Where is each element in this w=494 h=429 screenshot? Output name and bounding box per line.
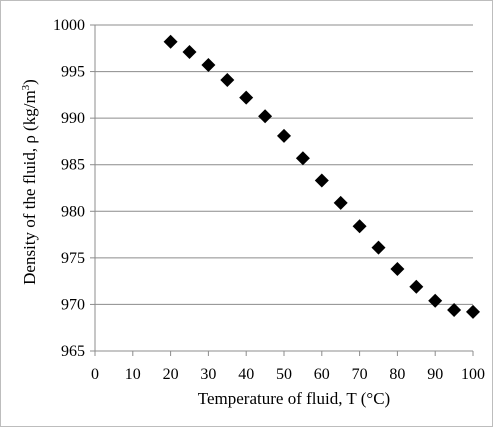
x-tick-labels: 0 10 20 30 40 50 60 70 80 90 100 — [91, 366, 485, 383]
x-tick-label: 20 — [163, 366, 179, 383]
x-tick-label: 60 — [314, 366, 330, 383]
data-point — [295, 151, 310, 166]
x-tick-label: 90 — [427, 366, 443, 383]
y-tick-label: 970 — [61, 296, 85, 313]
x-tick-label: 30 — [200, 366, 216, 383]
gridlines — [95, 24, 473, 305]
data-point — [220, 72, 235, 87]
data-point — [466, 304, 480, 319]
y-tick-label: 985 — [61, 157, 85, 174]
data-point — [182, 45, 197, 60]
y-tick-label: 965 — [61, 343, 85, 360]
x-tick-label: 10 — [125, 366, 141, 383]
y-tick-label: 995 — [61, 64, 85, 81]
y-tick-label: 980 — [61, 203, 85, 220]
y-axis-label-main: Density of the fluid, ρ (kg/m — [20, 90, 39, 285]
x-tick-label: 50 — [276, 366, 292, 383]
data-point — [314, 173, 329, 188]
data-point — [239, 90, 254, 105]
y-axis-label-superscript: 3 — [20, 84, 32, 90]
x-tick-label: 70 — [352, 366, 368, 383]
axes — [90, 24, 474, 356]
x-tick-label: 40 — [238, 366, 254, 383]
data-point — [371, 240, 386, 255]
y-tick-label: 975 — [61, 250, 85, 267]
y-tick-label: 990 — [61, 110, 85, 127]
data-point — [409, 279, 424, 294]
y-tick-label: 1000 — [53, 17, 85, 34]
data-point — [277, 128, 291, 143]
data-points — [163, 34, 480, 319]
x-tick-label: 100 — [461, 366, 485, 383]
data-point — [352, 219, 367, 234]
y-tick-labels: 965 970 975 980 985 990 995 1000 — [53, 17, 85, 360]
data-point — [428, 293, 443, 308]
x-tick-label: 0 — [91, 366, 99, 383]
data-point — [447, 303, 462, 318]
data-point — [333, 195, 348, 210]
data-point — [390, 262, 405, 277]
x-tick-label: 80 — [389, 366, 405, 383]
data-point — [258, 109, 273, 124]
data-point — [201, 58, 216, 73]
data-point — [163, 34, 178, 49]
y-axis-label-close: ) — [20, 79, 39, 85]
x-axis-label: Temperature of fluid, T (°C) — [198, 389, 390, 408]
y-axis-label: Density of the fluid, ρ (kg/m3) — [20, 79, 39, 285]
